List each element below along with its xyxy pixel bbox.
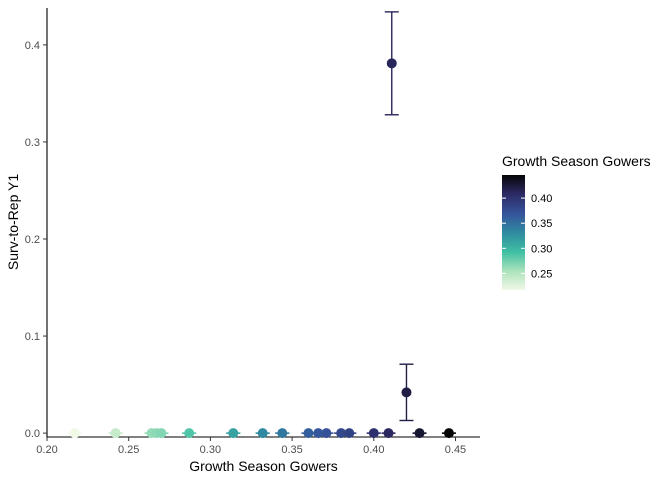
data-point [401, 387, 412, 398]
data-point [386, 58, 397, 69]
data-point [303, 428, 314, 439]
data-points [69, 58, 454, 439]
axes [46, 8, 480, 438]
data-point [336, 428, 347, 439]
legend-tick-label: 0.25 [531, 268, 552, 280]
data-point [110, 428, 121, 439]
data-point [414, 428, 425, 439]
x-tick-label: 0.20 [36, 444, 57, 456]
y-axis-title: Surv-to-Rep Y1 [5, 174, 21, 270]
data-point [321, 428, 332, 439]
legend-ticks: 0.25 0.30 0.35 0.40 [502, 193, 552, 280]
y-tick-label: 0.0 [25, 428, 40, 440]
data-point [443, 428, 454, 439]
legend-title: Growth Season Gowers [502, 153, 651, 169]
y-tick-label: 0.4 [25, 40, 40, 52]
x-tick-label: 0.30 [200, 444, 221, 456]
x-tick-label: 0.35 [281, 444, 302, 456]
data-point [344, 428, 355, 439]
y-tick-label: 0.3 [25, 137, 40, 149]
data-point [368, 428, 379, 439]
data-point [184, 428, 195, 439]
data-point [228, 428, 239, 439]
error-bars [67, 11, 456, 434]
data-point [313, 428, 324, 439]
y-ticks: 0.0 0.1 0.2 0.3 0.4 [25, 40, 47, 440]
x-tick-label: 0.40 [363, 444, 384, 456]
y-tick-label: 0.1 [25, 331, 40, 343]
y-tick-label: 0.2 [25, 234, 40, 246]
data-point [277, 428, 288, 439]
data-point [257, 428, 268, 439]
data-point [383, 428, 394, 439]
legend-tick-label: 0.35 [531, 218, 552, 230]
x-tick-label: 0.25 [118, 444, 139, 456]
x-ticks: 0.20 0.25 0.30 0.35 0.40 0.45 [36, 437, 466, 456]
data-point [156, 428, 167, 439]
legend-tick-label: 0.30 [531, 243, 552, 255]
data-point [69, 428, 80, 439]
x-tick-label: 0.45 [445, 444, 466, 456]
legend-tick-label: 0.40 [531, 193, 552, 205]
x-axis-title: Growth Season Gowers [189, 458, 338, 474]
legend-colorbar [502, 175, 525, 290]
color-legend: Growth Season Gowers 0.25 0.30 0.35 0.40 [502, 153, 651, 290]
